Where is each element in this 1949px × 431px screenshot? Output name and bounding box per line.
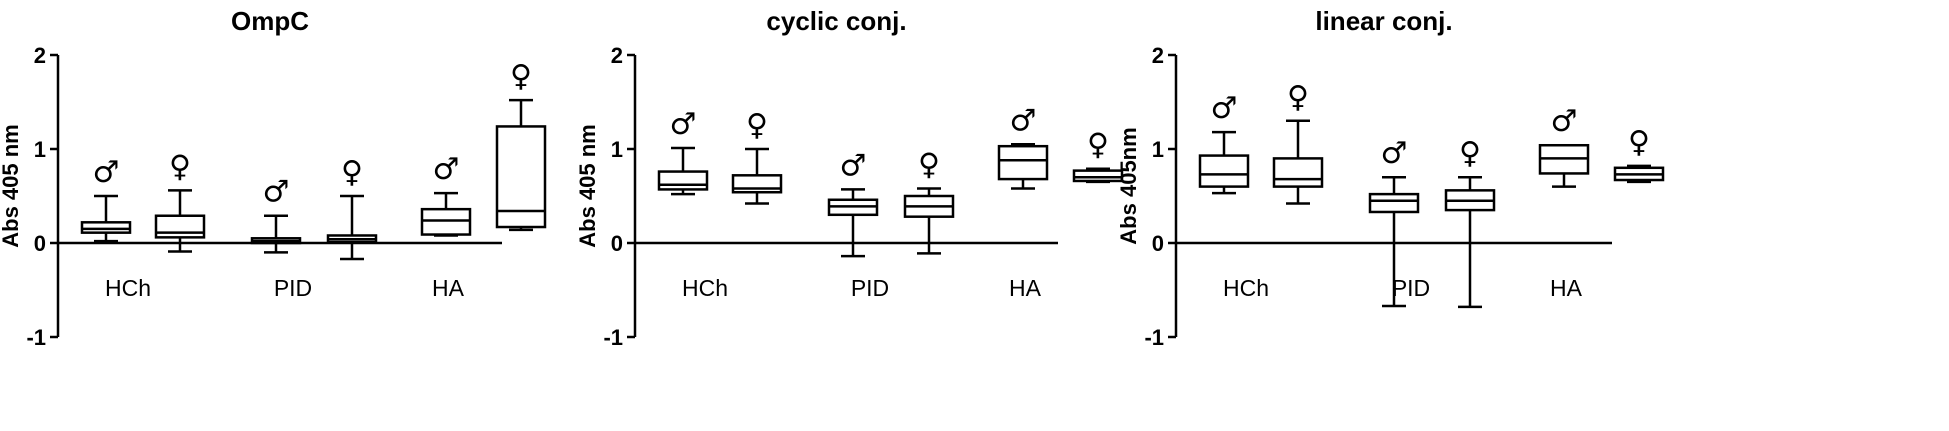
- y-tick-label: 0: [34, 231, 46, 256]
- male-symbol: ♂: [840, 148, 867, 183]
- y-axis-label: Abs 405nm: [1116, 127, 1141, 244]
- box-hch-male: ♂: [657, 107, 709, 196]
- female-symbol: ♀: [746, 108, 768, 143]
- female-symbol: ♀: [1628, 125, 1650, 160]
- female-symbol: ♀: [1459, 136, 1481, 171]
- female-symbol: ♀: [169, 149, 191, 184]
- box-pid-female: ♀: [903, 147, 955, 255]
- male-symbol: ♂: [1211, 91, 1238, 126]
- chart-title: OmpC: [231, 6, 309, 36]
- y-tick-label: 0: [1152, 231, 1164, 256]
- group-label-hch: HCh: [682, 275, 728, 301]
- box-hch-male: ♂: [1198, 91, 1250, 195]
- y-tick-label: 0: [611, 231, 623, 256]
- y-tick-label: -1: [603, 325, 623, 350]
- male-symbol: ♂: [670, 107, 697, 142]
- male-symbol: ♂: [263, 175, 290, 210]
- male-symbol: ♂: [1381, 136, 1408, 171]
- box-pid-male: ♂: [250, 175, 302, 254]
- box-body: [1198, 154, 1250, 188]
- box-ha-female: ♀: [495, 59, 547, 232]
- box-pid-male: ♂: [827, 148, 879, 258]
- box-ha-male: ♂: [997, 103, 1049, 190]
- box-pid-female: ♀: [1444, 136, 1496, 309]
- group-label-pid: PID: [274, 275, 312, 301]
- group-label-hch: HCh: [105, 275, 151, 301]
- female-symbol: ♀: [1087, 128, 1109, 163]
- group-label-ha: HA: [432, 275, 465, 301]
- box-ha-male: ♂: [420, 152, 472, 237]
- male-symbol: ♂: [1551, 104, 1578, 139]
- y-tick-label: 1: [1152, 137, 1164, 162]
- box-hch-female: ♀: [731, 108, 783, 205]
- box-body: [420, 207, 472, 236]
- female-symbol: ♀: [1287, 80, 1309, 115]
- y-tick-label: -1: [26, 325, 46, 350]
- y-tick-label: 2: [34, 43, 46, 68]
- y-tick-label: -1: [1144, 325, 1164, 350]
- box-ha-male: ♂: [1538, 104, 1590, 188]
- male-symbol: ♂: [93, 155, 120, 190]
- group-label-ha: HA: [1009, 275, 1042, 301]
- group-label-pid: PID: [1392, 275, 1430, 301]
- chart-panel-3: linear conj. Abs 405nm 2 1 0 -1 HCh PID HA ♂ ♀ ♂ ♀ ♂ ♀: [1116, 6, 1665, 350]
- male-symbol: ♂: [1010, 103, 1037, 138]
- female-symbol: ♀: [918, 147, 940, 182]
- y-axis-label: Abs 405 nm: [0, 124, 23, 248]
- female-symbol: ♀: [341, 155, 363, 190]
- y-tick-label: 1: [34, 137, 46, 162]
- group-label-hch: HCh: [1223, 275, 1269, 301]
- box-body: [657, 170, 709, 191]
- chart-panel-1: OmpC Abs 405 nm 2 1 0 -1 HCh PID HA ♂ ♀ ♂ ♀ ♂ ♀: [0, 6, 547, 350]
- box-body: [1368, 192, 1420, 214]
- chart-title: cyclic conj.: [766, 6, 906, 36]
- y-tick-label: 1: [611, 137, 623, 162]
- box-pid-male: ♂: [1368, 136, 1420, 308]
- y-tick-label: 2: [611, 43, 623, 68]
- group-label-pid: PID: [851, 275, 889, 301]
- female-symbol: ♀: [510, 59, 532, 94]
- box-hch-female: ♀: [154, 149, 206, 253]
- box-body: [154, 214, 206, 239]
- box-ha-female: ♀: [1072, 128, 1124, 184]
- box-body: [1272, 157, 1324, 188]
- box-body: [80, 221, 132, 234]
- box-body: [1072, 169, 1124, 183]
- group-label-ha: HA: [1550, 275, 1583, 301]
- box-hch-female: ♀: [1272, 80, 1324, 205]
- box-ha-female: ♀: [1613, 125, 1665, 184]
- y-tick-label: 2: [1152, 43, 1164, 68]
- y-axis-label: Abs 405 nm: [575, 124, 600, 248]
- box-hch-male: ♂: [80, 155, 132, 243]
- box-pid-female: ♀: [326, 155, 378, 261]
- chart-panel-2: cyclic conj. Abs 405 nm 2 1 0 -1 HCh PID HA ♂ ♀ ♂ ♀ ♂…: [575, 6, 1124, 350]
- male-symbol: ♂: [433, 152, 460, 187]
- chart-title: linear conj.: [1315, 6, 1452, 36]
- box-body: [997, 144, 1049, 181]
